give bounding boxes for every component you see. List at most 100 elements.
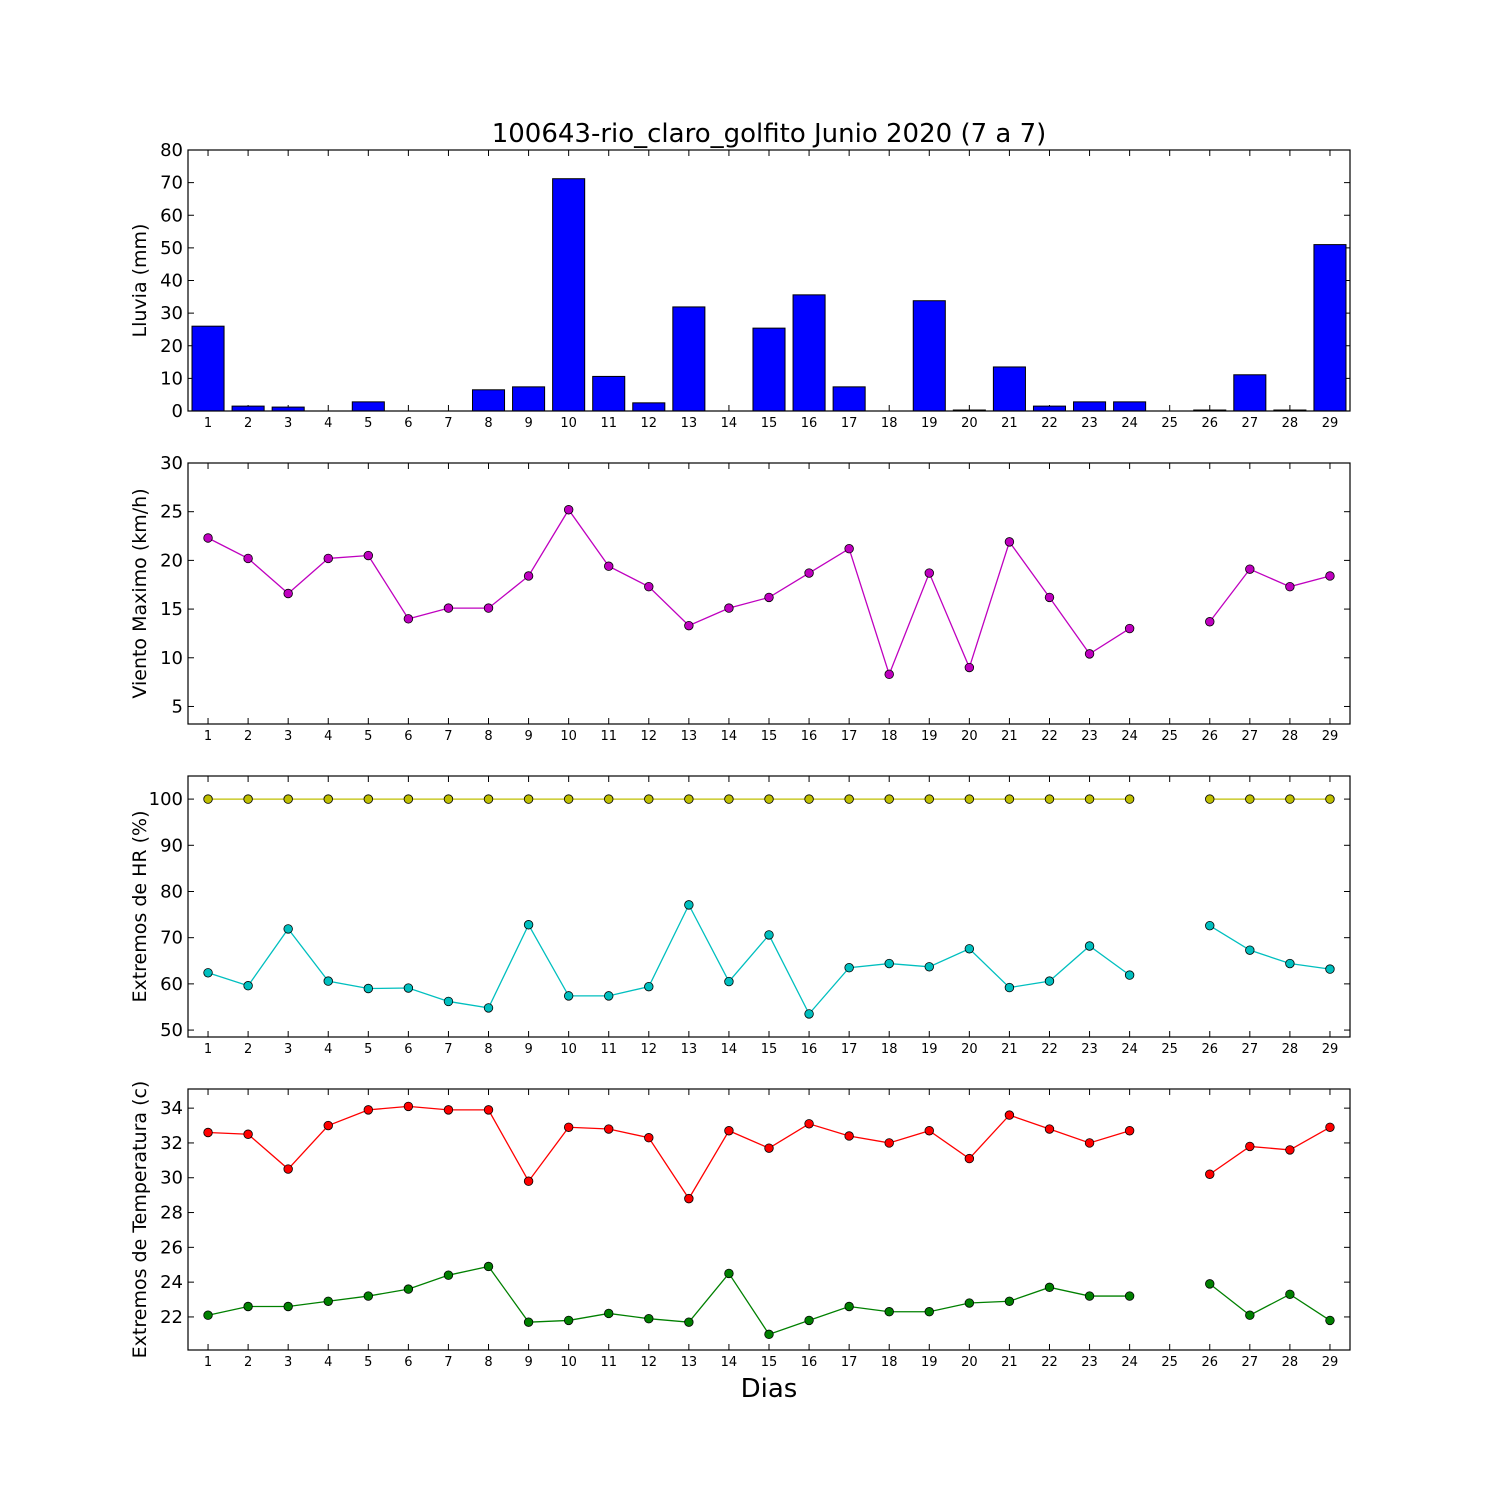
humidity-data-point [724, 794, 734, 804]
humidity-data-point [1084, 794, 1095, 804]
humidity-data-point [443, 794, 454, 804]
temperature-ytick-label: 34 [160, 1098, 183, 1119]
wind-xtick-label: 25 [1161, 729, 1178, 744]
humidity-data-point [924, 794, 934, 804]
temperature-ytick-label: 30 [160, 1168, 183, 1189]
temperature-data-point [1245, 1310, 1255, 1320]
rainfall-xtick-label: 26 [1201, 416, 1218, 431]
temperature-data-point [523, 1176, 534, 1186]
temperature-data-point [1124, 1126, 1135, 1136]
wind-data-point [323, 553, 333, 564]
rainfall-xtick-label: 28 [1282, 416, 1299, 431]
rain-bar [1113, 401, 1147, 412]
temperature-data-point [563, 1315, 574, 1326]
wind-xtick-label: 19 [921, 729, 938, 744]
humidity-data-point [1205, 794, 1215, 804]
rain-bar [672, 306, 706, 412]
temperature-data-point [764, 1143, 774, 1153]
humidity-xtick-label: 9 [524, 1042, 532, 1057]
wind-ytick-label: 30 [160, 453, 183, 474]
humidity-xtick-label: 1 [204, 1042, 212, 1057]
wind-xtick-label: 2 [244, 729, 252, 744]
wind-data-point [764, 592, 774, 603]
humidity-data-point [764, 794, 774, 804]
humidity-data-point [684, 794, 694, 804]
wind-xtick-label: 6 [404, 729, 412, 744]
humidity-xtick-label: 7 [444, 1042, 452, 1057]
temperature-y-axis-label: Extremos de Temperatura (c) [129, 1081, 151, 1359]
wind-data-point [563, 505, 574, 515]
wind-xtick-label: 24 [1121, 729, 1138, 744]
humidity-data-point [604, 794, 614, 804]
temperature-data-point [483, 1261, 494, 1272]
temperature-xtick-label: 8 [484, 1355, 492, 1370]
wind-data-point [523, 571, 534, 581]
temperature-xtick-label: 7 [444, 1355, 452, 1370]
temperature-data-point [764, 1329, 774, 1340]
temperature-xtick-label: 5 [364, 1355, 372, 1370]
humidity-y-axis-label: Extremos de HR (%) [129, 810, 151, 1002]
wind-data-point [1245, 564, 1255, 574]
wind-y-axis-label: Viento Maximo (km/h) [129, 488, 151, 698]
rainfall-xtick-label: 2 [244, 416, 252, 431]
temperature-xtick-label: 4 [324, 1355, 332, 1370]
humidity-xtick-label: 24 [1121, 1042, 1138, 1057]
chart-title: 100643-rio_claro_golfito Junio 2020 (7 a… [492, 119, 1047, 149]
rainfall-ytick-label: 30 [160, 303, 183, 324]
wind-xtick-label: 23 [1081, 729, 1098, 744]
humidity-xtick-label: 10 [560, 1042, 577, 1057]
humidity-data-point [884, 958, 894, 969]
rainfall-ytick-label: 20 [160, 336, 183, 357]
wind-series-line [1209, 568, 1331, 623]
temperature-series-line [207, 1265, 1130, 1336]
wind-xtick-label: 10 [560, 729, 577, 744]
rain-bar [792, 294, 826, 412]
rain-bar [592, 375, 626, 412]
temperature-data-point [1084, 1291, 1095, 1301]
humidity-data-point [1044, 794, 1055, 804]
wind-ytick-label: 15 [160, 599, 183, 620]
wind-xtick-label: 15 [761, 729, 778, 744]
temperature-data-point [644, 1313, 654, 1324]
temperature-xtick-label: 29 [1322, 1355, 1339, 1370]
temperature-xtick-label: 2 [244, 1355, 252, 1370]
temperature-xtick-label: 6 [404, 1355, 412, 1370]
humidity-plot-frame [187, 775, 1351, 1038]
humidity-xtick-label: 13 [681, 1042, 698, 1057]
temperature-xtick-label: 11 [600, 1355, 617, 1370]
humidity-xtick-label: 18 [881, 1042, 898, 1057]
temperature-data-point [964, 1153, 975, 1164]
wind-data-point [1004, 537, 1015, 547]
rainfall-y-axis-label: Lluvia (mm) [129, 224, 151, 338]
temperature-data-point [844, 1301, 854, 1312]
humidity-data-point [1124, 970, 1135, 980]
wind-xtick-label: 4 [324, 729, 332, 744]
humidity-xtick-label: 2 [244, 1042, 252, 1057]
rain-bar [552, 178, 586, 412]
wind-xtick-label: 21 [1001, 729, 1018, 744]
wind-xtick-label: 11 [600, 729, 617, 744]
rainfall-xtick-label: 8 [484, 416, 492, 431]
wind-data-point [924, 568, 934, 578]
wind-series-line [207, 508, 1130, 677]
temperature-data-point [323, 1296, 333, 1306]
rainfall-xtick-label: 21 [1001, 416, 1018, 431]
humidity-data-point [1004, 982, 1015, 993]
humidity-ytick-label: 80 [160, 881, 183, 902]
temperature-data-point [844, 1131, 854, 1141]
rain-bar [512, 386, 546, 412]
humidity-data-point [443, 996, 454, 1007]
humidity-data-point [1325, 794, 1335, 804]
wind-xtick-label: 26 [1201, 729, 1218, 744]
rainfall-xtick-label: 15 [761, 416, 778, 431]
wind-data-point [1205, 617, 1215, 627]
humidity-data-point [1004, 794, 1015, 804]
humidity-xtick-label: 27 [1242, 1042, 1259, 1057]
rain-bar [471, 389, 506, 412]
rainfall-plot-frame [187, 149, 1351, 412]
temperature-data-point [1004, 1110, 1015, 1120]
rainfall-ytick-label: 80 [160, 140, 183, 161]
wind-ytick-label: 25 [160, 502, 183, 523]
wind-data-point [644, 581, 654, 592]
